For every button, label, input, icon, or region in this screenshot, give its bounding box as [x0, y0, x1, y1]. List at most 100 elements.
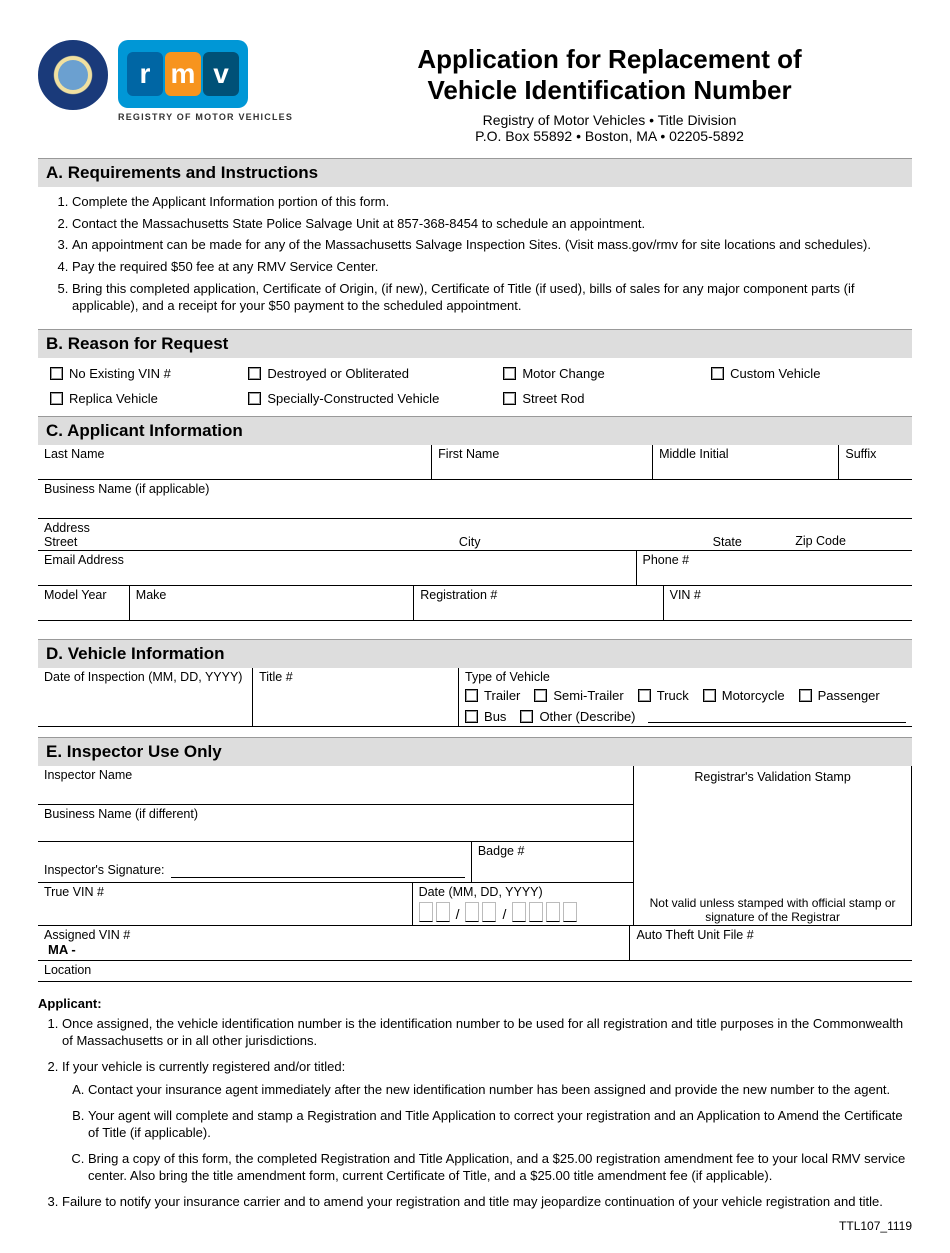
req-item: Complete the Applicant Information porti… [72, 193, 912, 211]
checkbox-icon [638, 689, 651, 702]
checkbox-icon [703, 689, 716, 702]
requirements-list: Complete the Applicant Information porti… [38, 193, 912, 314]
vehicle-info: Date of Inspection (MM, DD, YYYY) Title … [38, 668, 912, 727]
applicant-heading: Applicant: [38, 996, 912, 1011]
make-field[interactable]: Make [130, 586, 414, 620]
section-a-heading: A. Requirements and Instructions [38, 158, 912, 187]
form-code: TTL107_1119 [38, 1219, 912, 1233]
inspection-date-field[interactable]: Date of Inspection (MM, DD, YYYY) [38, 668, 253, 726]
street-label: Street [38, 535, 453, 550]
middle-initial-field[interactable]: Middle Initial [653, 445, 839, 479]
reason-checkbox[interactable]: Custom Vehicle [711, 366, 900, 381]
reason-label: Specially-Constructed Vehicle [267, 391, 439, 406]
applicant-subnote: Your agent will complete and stamp a Reg… [88, 1107, 912, 1142]
reason-checkbox[interactable]: Replica Vehicle [50, 391, 248, 406]
title-line1: Application for Replacement of [417, 44, 801, 74]
checkbox-icon [503, 392, 516, 405]
checkbox-icon [520, 710, 533, 723]
reason-label: Replica Vehicle [69, 391, 158, 406]
checkbox-icon [50, 392, 63, 405]
address-sublabels: Street City State Zip Code [38, 535, 912, 551]
location-field[interactable]: Location [38, 961, 912, 981]
title-number-field[interactable]: Title # [253, 668, 459, 726]
assigned-vin-field[interactable]: Assigned VIN # MA - [38, 926, 630, 960]
reason-checkbox[interactable]: Street Rod [503, 391, 711, 406]
applicant-note: Once assigned, the vehicle identificatio… [62, 1015, 912, 1050]
req-item: Pay the required $50 fee at any RMV Serv… [72, 258, 912, 276]
auto-theft-file-field[interactable]: Auto Theft Unit File # [630, 926, 912, 960]
last-name-field[interactable]: Last Name [38, 445, 432, 479]
checkbox-icon [465, 710, 478, 723]
section-c-heading: C. Applicant Information [38, 416, 912, 445]
vehicle-type-field: Type of Vehicle Trailer Semi-Trailer Tru… [459, 668, 912, 726]
req-item: Contact the Massachusetts State Police S… [72, 215, 912, 233]
date-field[interactable]: Date (MM, DD, YYYY) / / [413, 883, 634, 925]
logo-group: r m v REGISTRY OF MOTOR VEHICLES [38, 40, 293, 122]
other-describe-line[interactable] [648, 709, 906, 723]
reason-label: No Existing VIN # [69, 366, 171, 381]
applicant-info: Last Name First Name Middle Initial Suff… [38, 445, 912, 621]
header: r m v REGISTRY OF MOTOR VEHICLES Applica… [38, 40, 912, 144]
state-seal-icon [38, 40, 108, 110]
title-block: Application for Replacement of Vehicle I… [307, 40, 912, 144]
subtitle-line2: P.O. Box 55892 • Boston, MA • 02205-5892 [475, 128, 744, 144]
checkbox-icon [503, 367, 516, 380]
vehicle-type-checkbox[interactable]: Truck [638, 688, 689, 703]
checkbox-icon [50, 367, 63, 380]
vehicle-type-checkbox[interactable]: Semi-Trailer [534, 688, 623, 703]
inspector-signature-field[interactable]: Inspector's Signature: [38, 842, 472, 882]
reason-grid: No Existing VIN # Destroyed or Obliterat… [38, 358, 912, 406]
vin-field[interactable]: VIN # [664, 586, 912, 620]
vehicle-type-checkbox[interactable]: Motorcycle [703, 688, 785, 703]
vehicle-type-other[interactable]: Other (Describe) [520, 709, 906, 724]
applicant-sublist: Contact your insurance agent immediately… [62, 1081, 912, 1185]
title-line2: Vehicle Identification Number [427, 75, 791, 105]
rmv-caption: REGISTRY OF MOTOR VEHICLES [118, 112, 293, 122]
inspector-use: Inspector Name Business Name (if differe… [38, 766, 912, 926]
subtitle-line1: Registry of Motor Vehicles • Title Divis… [483, 112, 737, 128]
checkbox-icon [711, 367, 724, 380]
checkbox-icon [248, 367, 261, 380]
applicant-note: Failure to notify your insurance carrier… [62, 1193, 912, 1211]
applicant-notes-list: Once assigned, the vehicle identificatio… [38, 1015, 912, 1211]
rmv-logo: r m v REGISTRY OF MOTOR VEHICLES [118, 40, 293, 122]
reason-label: Motor Change [522, 366, 604, 381]
address-label: Address [38, 519, 912, 535]
section-e-heading: E. Inspector Use Only [38, 737, 912, 766]
stamp-note: Not valid unless stamped with official s… [634, 896, 911, 924]
reason-checkbox[interactable]: Motor Change [503, 366, 711, 381]
checkbox-icon [799, 689, 812, 702]
first-name-field[interactable]: First Name [432, 445, 653, 479]
stamp-label: Registrar's Validation Stamp [634, 766, 911, 788]
reason-label: Destroyed or Obliterated [267, 366, 409, 381]
applicant-subnote: Contact your insurance agent immediately… [88, 1081, 912, 1099]
registration-field[interactable]: Registration # [414, 586, 663, 620]
state-label: State [707, 535, 790, 550]
vehicle-type-checkbox[interactable]: Bus [465, 709, 506, 724]
vehicle-type-checkbox[interactable]: Passenger [799, 688, 880, 703]
signature-line[interactable] [171, 862, 465, 878]
suffix-field[interactable]: Suffix [839, 445, 912, 479]
ma-prefix: MA - [44, 942, 623, 957]
reason-checkbox[interactable]: Specially-Constructed Vehicle [248, 391, 503, 406]
checkbox-icon [534, 689, 547, 702]
applicant-note: If your vehicle is currently registered … [62, 1058, 912, 1185]
reason-checkbox[interactable]: Destroyed or Obliterated [248, 366, 503, 381]
city-label: City [453, 535, 707, 550]
phone-field[interactable]: Phone # [637, 551, 912, 585]
inspector-name-field[interactable]: Inspector Name [38, 766, 633, 804]
vehicle-type-checkbox[interactable]: Trailer [465, 688, 520, 703]
date-slots[interactable]: / / [419, 899, 628, 925]
email-field[interactable]: Email Address [38, 551, 637, 585]
zip-label: Zip Code [789, 535, 912, 550]
req-item: An appointment can be made for any of th… [72, 236, 912, 254]
business-name-field[interactable]: Business Name (if applicable) [38, 480, 912, 518]
reason-checkbox[interactable]: No Existing VIN # [50, 366, 248, 381]
true-vin-field[interactable]: True VIN # [38, 883, 413, 925]
model-year-field[interactable]: Model Year [38, 586, 130, 620]
badge-field[interactable]: Badge # [472, 842, 633, 882]
section-d-heading: D. Vehicle Information [38, 639, 912, 668]
applicant-subnote: Bring a copy of this form, the completed… [88, 1150, 912, 1185]
reason-label: Custom Vehicle [730, 366, 820, 381]
inspector-business-field[interactable]: Business Name (if different) [38, 805, 633, 841]
